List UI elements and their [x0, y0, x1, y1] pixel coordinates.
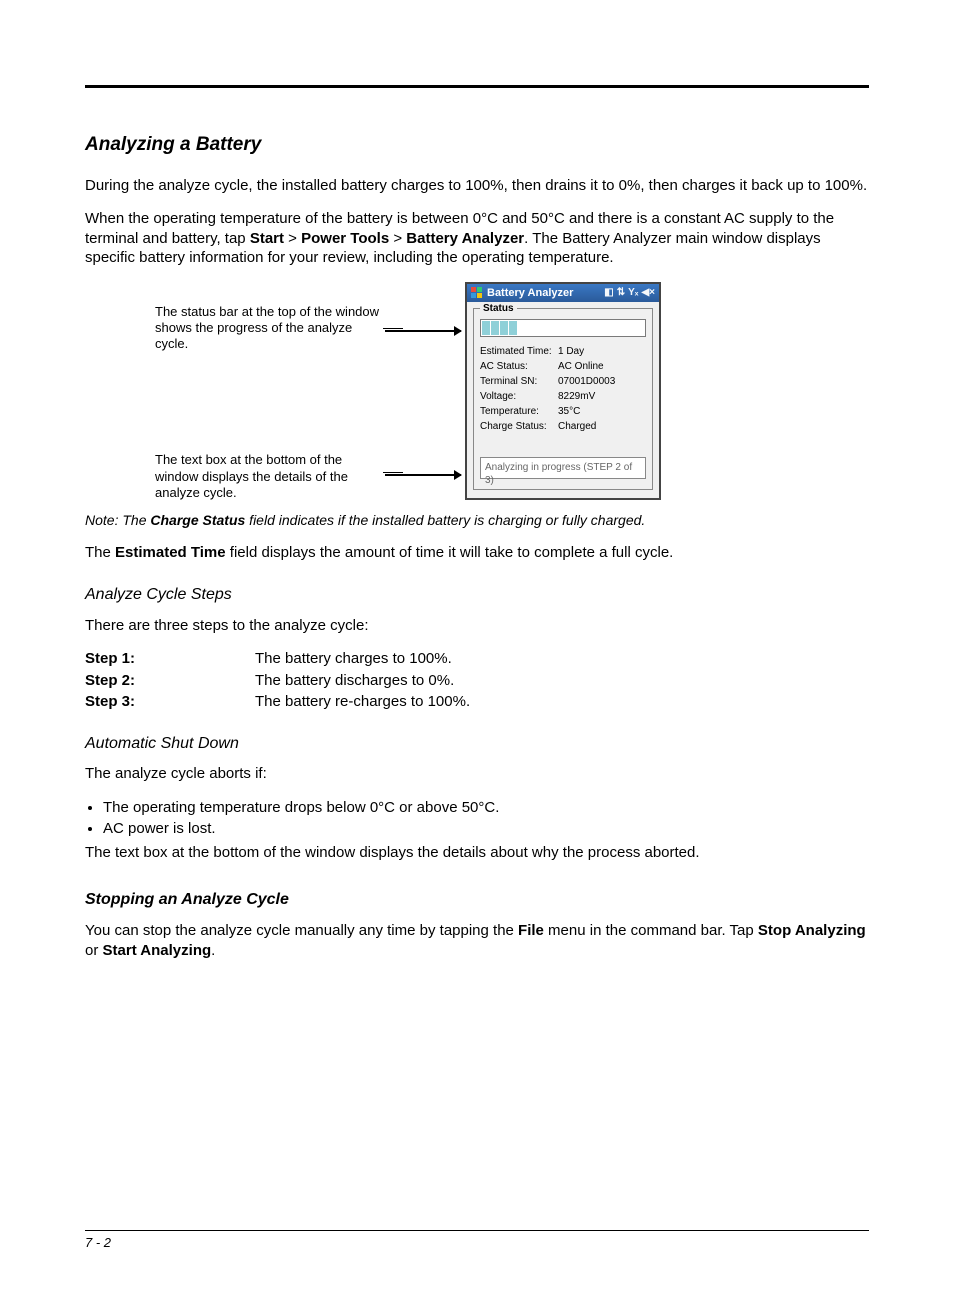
step-text: The battery discharges to 0%.: [255, 671, 454, 691]
field-value: 07001D0003: [558, 375, 646, 388]
callout-2: The text box at the bottom of the window…: [155, 452, 385, 501]
heading-stopping: Stopping an Analyze Cycle: [85, 890, 869, 911]
progress-bar: [480, 319, 646, 337]
heading-cyclesteps: Analyze Cycle Steps: [85, 585, 869, 606]
est-post: field displays the amount of time it wil…: [226, 544, 674, 561]
note-bold: Charge Status: [150, 512, 245, 528]
callouts: The status bar at the top of the window …: [155, 282, 385, 502]
stop-mid: menu in the command bar. Tap: [544, 922, 758, 939]
stop-b3: Start Analyzing: [103, 942, 212, 959]
est-pre: The: [85, 544, 115, 561]
step-text: The battery re-charges to 100%.: [255, 692, 470, 712]
progress-segment: [491, 321, 499, 335]
progress-segment: [509, 321, 517, 335]
step-row: Step 2:The battery discharges to 0%.: [85, 671, 869, 691]
field-value: Charged: [558, 420, 646, 433]
steps-intro: There are three steps to the analyze cyc…: [85, 616, 869, 636]
tray-icon-1: ◧: [604, 286, 613, 299]
arrow-1: [385, 330, 461, 332]
callout-1: The status bar at the top of the window …: [155, 304, 385, 353]
heading-analyzing: Analyzing a Battery: [85, 133, 869, 158]
heading-autoshut: Automatic Shut Down: [85, 734, 869, 755]
arrow-2: [385, 474, 461, 476]
step-label: Step 1:: [85, 649, 255, 669]
est-bold: Estimated Time: [115, 544, 226, 561]
para-2: When the operating temperature of the ba…: [85, 209, 869, 268]
stop-end: .: [211, 942, 215, 959]
tray-icon-3: Yₓ: [628, 286, 638, 299]
field-label: Terminal SN:: [480, 375, 558, 388]
step-text: The battery charges to 100%.: [255, 649, 452, 669]
field-label: Estimated Time:: [480, 345, 558, 358]
field-value: 8229mV: [558, 390, 646, 403]
status-fieldset: Status Estimated Time:1 DayAC Status:AC …: [473, 308, 653, 490]
p2-batteryanalyzer: Battery Analyzer: [406, 230, 524, 247]
page-footer: 7 - 2: [85, 1230, 869, 1252]
status-legend: Status: [480, 302, 517, 315]
stop-pre: You can stop the analyze cycle manually …: [85, 922, 518, 939]
tray-icon-speaker: ◀×: [641, 286, 655, 299]
abort-after: The text box at the bottom of the window…: [85, 843, 869, 863]
windows-icon: [471, 287, 483, 299]
aborts-list: The operating temperature drops below 0°…: [85, 798, 869, 839]
para-estimated: The Estimated Time field displays the am…: [85, 543, 869, 563]
p2-gt2: >: [389, 230, 406, 247]
stop-or: or: [85, 942, 103, 959]
status-text-box: Analyzing in progress (STEP 2 of 3): [480, 457, 646, 479]
window-title: Battery Analyzer: [487, 286, 600, 300]
para-stopping: You can stop the analyze cycle manually …: [85, 921, 869, 960]
field-label: Temperature:: [480, 405, 558, 418]
stop-b2: Stop Analyzing: [758, 922, 866, 939]
panel: Status Estimated Time:1 DayAC Status:AC …: [467, 302, 659, 498]
titlebar: Battery Analyzer ◧ ⇅ Yₓ ◀×: [467, 284, 659, 302]
note-post: field indicates if the installed battery…: [245, 512, 645, 528]
steps-list: Step 1:The battery charges to 100%.Step …: [85, 649, 869, 712]
field-value: 1 Day: [558, 345, 646, 358]
field-label: Voltage:: [480, 390, 558, 403]
field-value: AC Online: [558, 360, 646, 373]
field-value: 35°C: [558, 405, 646, 418]
field-label: Charge Status:: [480, 420, 558, 433]
note: Note: The Charge Status field indicates …: [85, 511, 869, 529]
p2-start: Start: [250, 230, 284, 247]
p2-powertools: Power Tools: [301, 230, 389, 247]
tray-icons: ◧ ⇅ Yₓ ◀×: [604, 286, 655, 299]
abort-item: AC power is lost.: [103, 819, 869, 839]
step-row: Step 1:The battery charges to 100%.: [85, 649, 869, 669]
note-pre: Note: The: [85, 512, 150, 528]
kv-grid: Estimated Time:1 DayAC Status:AC OnlineT…: [480, 345, 646, 433]
p2-gt1: >: [284, 230, 301, 247]
stop-b1: File: [518, 922, 544, 939]
step-label: Step 2:: [85, 671, 255, 691]
figure: The status bar at the top of the window …: [155, 282, 869, 502]
para-1: During the analyze cycle, the installed …: [85, 176, 869, 196]
field-label: AC Status:: [480, 360, 558, 373]
abort-item: The operating temperature drops below 0°…: [103, 798, 869, 818]
progress-segment: [500, 321, 508, 335]
aborts-intro: The analyze cycle aborts if:: [85, 764, 869, 784]
device-screenshot: Battery Analyzer ◧ ⇅ Yₓ ◀× Status Estima…: [465, 282, 661, 500]
step-label: Step 3:: [85, 692, 255, 712]
page-top-rule: [85, 85, 869, 88]
progress-segment: [482, 321, 490, 335]
tray-icon-2: ⇅: [617, 286, 625, 299]
step-row: Step 3:The battery re-charges to 100%.: [85, 692, 869, 712]
